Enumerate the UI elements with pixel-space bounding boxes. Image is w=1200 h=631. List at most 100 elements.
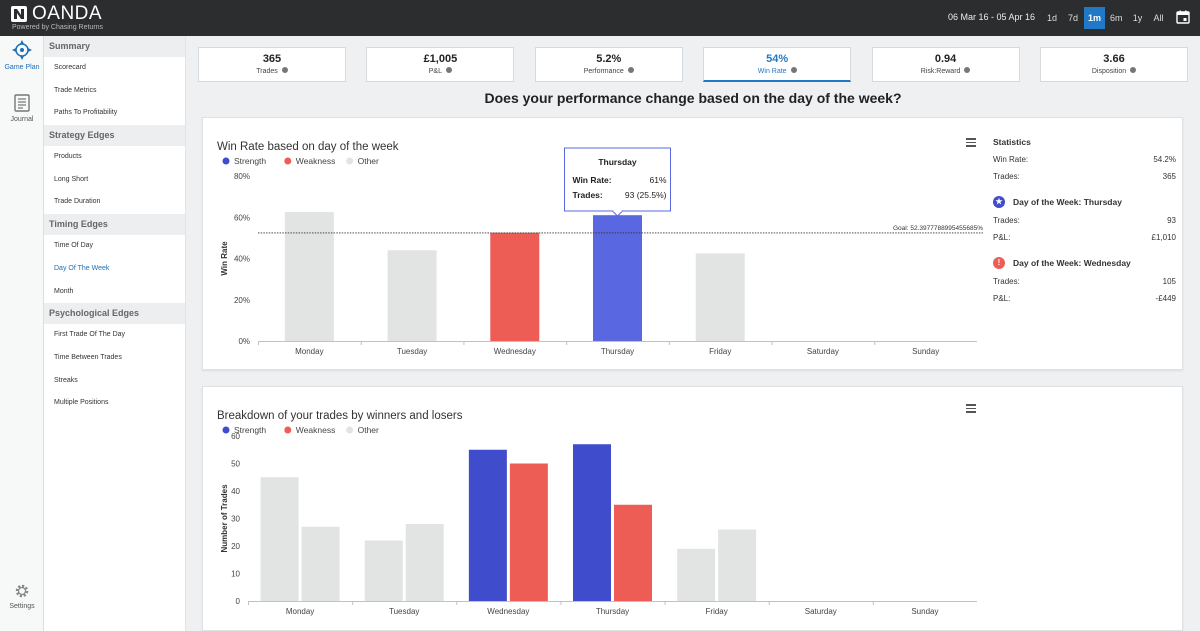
metric-disposition[interactable]: 3.66 Disposition [1040,47,1188,82]
range-1d-button[interactable]: 1d [1046,13,1057,23]
legend-strength-marker [222,157,230,165]
bar-friday-winners [677,548,716,601]
sidebar-item-paths-to-profitability[interactable]: Paths To Profitability [54,109,118,117]
info-icon[interactable] [1130,67,1137,74]
trades-breakdown-panel: Breakdown of your trades by winners and … [202,386,1183,631]
win-rate-chart: Win Rate based on day of the week Strengt… [217,141,983,356]
chart-title: Breakdown of your trades by winners and … [217,410,463,422]
sidebar-item-streaks[interactable]: Streaks [54,376,78,384]
date-range[interactable]: 06 Mar 16 - 05 Apr 16 [948,12,1036,22]
range-all-button[interactable]: All [1153,13,1164,23]
metric-label: Performance [536,67,682,75]
range-6m-button[interactable]: 6m [1110,13,1123,23]
metric-value: 5.2% [596,53,622,65]
statistics-title: Statistics [993,137,1031,147]
metric-value: 54% [766,53,789,65]
metric-label: Trades [199,67,345,75]
info-icon[interactable] [964,67,971,74]
stat-label: P&L: [993,293,1011,303]
rail-settings[interactable]: Settings [0,583,44,610]
sidebar-item-multiple-positions[interactable]: Multiple Positions [54,399,109,407]
metric-value: 0.94 [934,53,957,65]
metric-value: 3.66 [1103,53,1125,65]
metric-label: Disposition [1041,67,1187,75]
bar-monday-winners [260,477,299,601]
y-tick-label: 0 [236,597,241,606]
logo-text: OANDA [32,3,103,24]
bar-wednesday-winners [468,449,507,601]
rail-journal-label: Journal [10,116,34,123]
x-tick-label: Sunday [911,607,938,616]
sidebar-item-month[interactable]: Month [54,287,74,295]
worst-trades: Trades: 105 [993,277,1176,294]
range-1m-button[interactable]: 1m [1084,7,1106,29]
x-tick-label: Tuesday [389,607,419,616]
info-icon[interactable] [790,67,797,74]
sidebar-item-scorecard[interactable]: Scorecard [54,64,86,71]
metric-value: 365 [262,53,282,65]
chart-menu-icon[interactable] [966,138,976,147]
tooltip-row-label: Win Rate: [573,175,612,185]
rail-game-plan-label: Game Plan [4,64,40,71]
info-icon[interactable] [281,67,288,74]
range-7d-button[interactable]: 7d [1067,13,1078,23]
metric-risk-reward[interactable]: 0.94 Risk:Reward [871,47,1020,82]
worst-day-heading: ! Day of the Week: Wednesday [993,257,1176,269]
sidebar-item-day-of-the-week[interactable]: Day Of The Week [54,264,110,272]
legend-strength-marker [222,426,230,434]
sidebar-item-trade-metrics[interactable]: Trade Metrics [54,86,97,94]
metric-win-rate[interactable]: 54% Win Rate [703,47,852,82]
bar-thursday-winners [573,444,611,601]
y-tick-label: 60% [234,213,250,222]
tooltip-title: Thursday [598,157,637,167]
legend-weakness-label: Weakness [296,156,336,166]
bar-tuesday [387,250,437,341]
range-1y-button[interactable]: 1y [1132,13,1143,23]
bar-friday [695,253,745,341]
legend-other-marker [346,426,354,434]
tooltip-box [564,147,671,212]
tooltip-pointer-mask [613,210,622,212]
worst-pl: P&L: -£449 [993,294,1176,311]
sidebar-item-time-between-trades[interactable]: Time Between Trades [54,353,122,361]
x-tick-label: Friday [706,607,728,616]
bar-tuesday-winners [364,540,403,601]
best-pl: P&L: £1,010 [993,233,1176,250]
info-icon[interactable] [446,67,452,74]
page-question: Does your performance change based on th… [484,90,902,106]
stat-value: -£449 [1155,293,1176,303]
rail-journal[interactable]: Journal [0,94,44,123]
y-tick-label: 20 [231,542,240,551]
bar-monday [284,212,334,341]
legend-weakness-marker [284,157,292,165]
chart-menu-icon[interactable] [966,404,976,413]
sidebar-item-products[interactable]: Products [54,153,82,161]
stat-label: Trades: [993,171,1020,181]
alert-icon: ! [993,257,1005,269]
tooltip-row-value: 61% [649,175,666,185]
legend-weakness-marker [284,426,292,434]
worst-day-title: Day of the Week: Wednesday [1013,258,1131,268]
metric-trades[interactable]: 365 Trades [198,47,346,82]
goal-label: Goal: 52.3977788995455685% [893,225,983,232]
tooltip-pointer [612,210,623,217]
sidebar-item-long-short[interactable]: Long Short [54,175,89,183]
calendar-icon[interactable] [1176,10,1190,24]
metric-p-l[interactable]: £1,005 P&L [366,47,515,82]
x-tick-label: Friday [709,347,731,356]
bar-monday-losers [301,526,340,601]
sidebar-item-first-trade-of-the-day[interactable]: First Trade Of The Day [54,331,126,339]
metric-performance[interactable]: 5.2% Performance [534,47,683,82]
info-icon[interactable] [627,67,634,74]
stat-value: 93 [1167,216,1176,225]
tooltip-row-value: 93 (25.5%) [625,190,667,200]
sidebar-item-time-of-day[interactable]: Time Of Day [54,242,94,250]
metric-label: Win Rate [704,67,850,75]
x-tick-label: Monday [286,607,314,616]
sidebar-item-trade-duration[interactable]: Trade Duration [54,198,101,206]
compass-icon [12,40,32,60]
rail-game-plan[interactable]: Game Plan [0,40,44,71]
x-tick-label: Thursday [601,347,634,356]
y-tick-label: 80% [234,172,250,181]
legend-strength-label: Strength [234,156,266,166]
